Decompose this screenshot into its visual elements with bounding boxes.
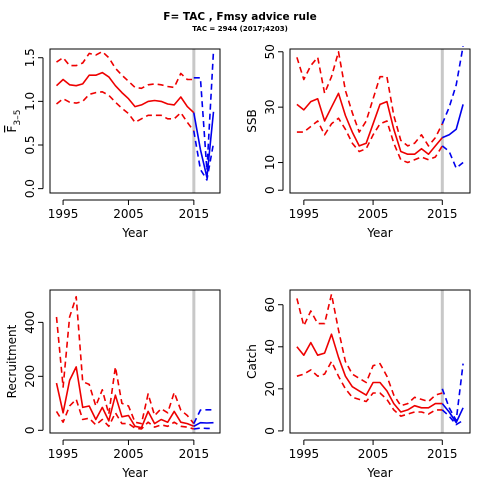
series-projection-median: [441, 104, 464, 139]
series-projection-median: [193, 421, 214, 428]
x-axis-label: Year: [121, 466, 147, 480]
figure-subtitle: TAC = 2944 (2017;4203): [192, 25, 288, 33]
series-projection-lower: [441, 145, 464, 169]
series-historic-lower: [55, 91, 195, 132]
y-tick-label: 0: [263, 427, 277, 435]
x-tick-label: 1995: [289, 447, 320, 461]
figure-title: F= TAC , Fmsy advice rule: [163, 11, 316, 23]
series-historic-upper: [55, 295, 195, 425]
series-historic-lower: [55, 398, 195, 430]
y-tick-label: 0.0: [23, 179, 37, 198]
plot-frame: [289, 289, 471, 434]
y-tick-label: 0: [23, 426, 37, 434]
y-tick-label: 30: [263, 100, 277, 115]
y-tick-label: 0.5: [23, 135, 37, 154]
series-projection-upper: [441, 363, 464, 422]
series-projection-lower: [193, 130, 215, 181]
y-tick-label: 1.0: [23, 92, 37, 111]
series-projection-upper: [193, 408, 214, 424]
y-axis-label: Recruitment: [5, 324, 19, 398]
x-axis-label: Year: [121, 226, 147, 240]
y-axis-label: SSB: [245, 109, 259, 132]
x-tick-label: 2005: [113, 207, 144, 221]
series-projection-upper: [193, 50, 215, 172]
x-axis-label: Year: [366, 226, 392, 240]
y-tick-label: 1.5: [23, 48, 37, 67]
y-tick-label: 0: [263, 186, 277, 194]
series-projection-lower: [441, 409, 464, 426]
y-tick-label: 400: [23, 311, 37, 334]
series-projection-upper: [441, 46, 464, 125]
series-historic-median: [296, 92, 443, 155]
x-tick-label: 1995: [289, 207, 320, 221]
x-axis-label: Year: [366, 466, 392, 480]
plot-frame: [49, 48, 221, 194]
x-tick-label: 2015: [427, 207, 458, 221]
series-projection-median: [193, 111, 215, 179]
y-tick-label: 50: [263, 44, 277, 59]
series-projection-median: [441, 403, 464, 424]
x-tick-label: 1995: [48, 447, 79, 461]
y-tick-label: 20: [263, 381, 277, 396]
series-historic-upper: [56, 50, 194, 90]
y-tick-label: 200: [23, 365, 37, 388]
series-projection-lower: [193, 427, 214, 430]
y-axis-label: Catch: [245, 344, 259, 379]
y-tick-label: 40: [263, 339, 277, 354]
x-tick-label: 2005: [358, 447, 389, 461]
series-historic-median: [296, 333, 443, 413]
series-historic-median: [55, 366, 195, 429]
x-tick-label: 2005: [358, 207, 389, 221]
x-tick-label: 2015: [427, 447, 458, 461]
y-tick-label: 10: [263, 155, 277, 170]
y-axis-label: F3–5: [5, 110, 23, 133]
chart-panel-recruitment: 1995 2005 2015 Year 0 200 400 Recruitment: [5, 289, 221, 480]
x-tick-label: 2005: [113, 447, 144, 461]
chart-panel-ssb: 1995 2005 2015 Year 0 10 30 50 SSB: [245, 44, 471, 240]
plot-frame: [289, 48, 471, 194]
x-tick-label: 2015: [179, 207, 210, 221]
plot-frame: [49, 289, 221, 434]
chart-panel-catch: 1995 2005 2015 Year 0 20 40 60 Catch: [245, 289, 471, 480]
series-historic-lower: [296, 117, 443, 164]
y-tick-label: 60: [263, 297, 277, 312]
x-tick-label: 2015: [179, 447, 210, 461]
chart-panel-f: 1995 2005 2015 Year 0.0 0.5 1.0 1.5 F3–5: [5, 48, 221, 240]
series-historic-upper: [296, 293, 443, 407]
series-historic-median: [55, 71, 195, 114]
x-tick-label: 1995: [48, 207, 79, 221]
